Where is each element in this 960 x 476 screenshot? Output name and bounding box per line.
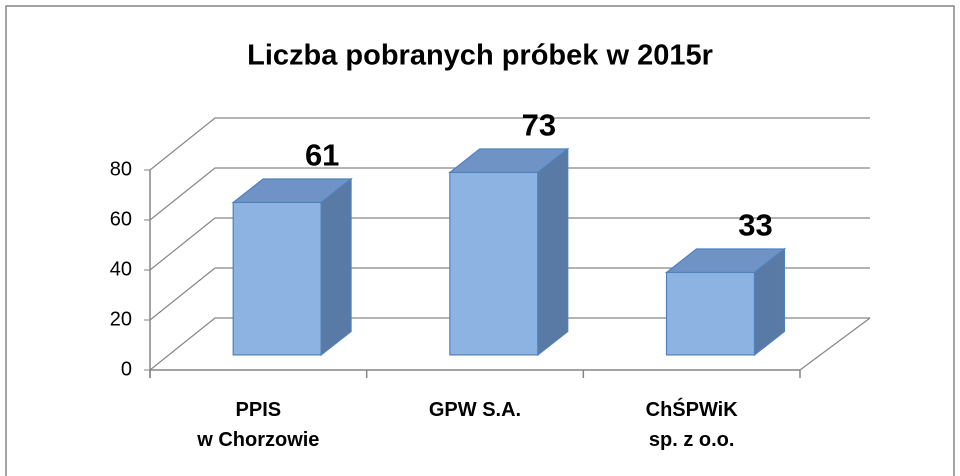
bar-front <box>232 201 322 356</box>
y-tick-label: 60 <box>110 208 132 230</box>
bar-side <box>753 247 786 357</box>
y-tick-label: 0 <box>121 358 132 380</box>
value-label: 73 <box>522 108 556 143</box>
y-tick-label: 80 <box>110 158 132 180</box>
x-tick-label: GPW S.A. <box>428 399 522 421</box>
bar-front <box>449 171 539 356</box>
grid-line <box>149 317 870 371</box>
x-tick-label: PPIS w Chorzowie <box>197 399 320 451</box>
chart-title: Liczba pobranych próbek w 2015r <box>247 40 713 72</box>
y-tick-label: 40 <box>110 258 132 280</box>
grid-line <box>149 167 870 221</box>
bar-front <box>665 271 756 356</box>
bar-side <box>320 177 352 357</box>
grid-line <box>149 267 870 321</box>
y-tick-label: 20 <box>110 308 132 330</box>
bar-side <box>537 147 569 357</box>
value-label: 61 <box>305 138 339 173</box>
grid-line <box>149 117 870 171</box>
x-tick-label: ChŚPWiK sp. z o.o. <box>645 399 738 451</box>
grid-line <box>149 217 870 271</box>
floor-edge <box>799 317 871 371</box>
value-label: 33 <box>738 208 772 243</box>
